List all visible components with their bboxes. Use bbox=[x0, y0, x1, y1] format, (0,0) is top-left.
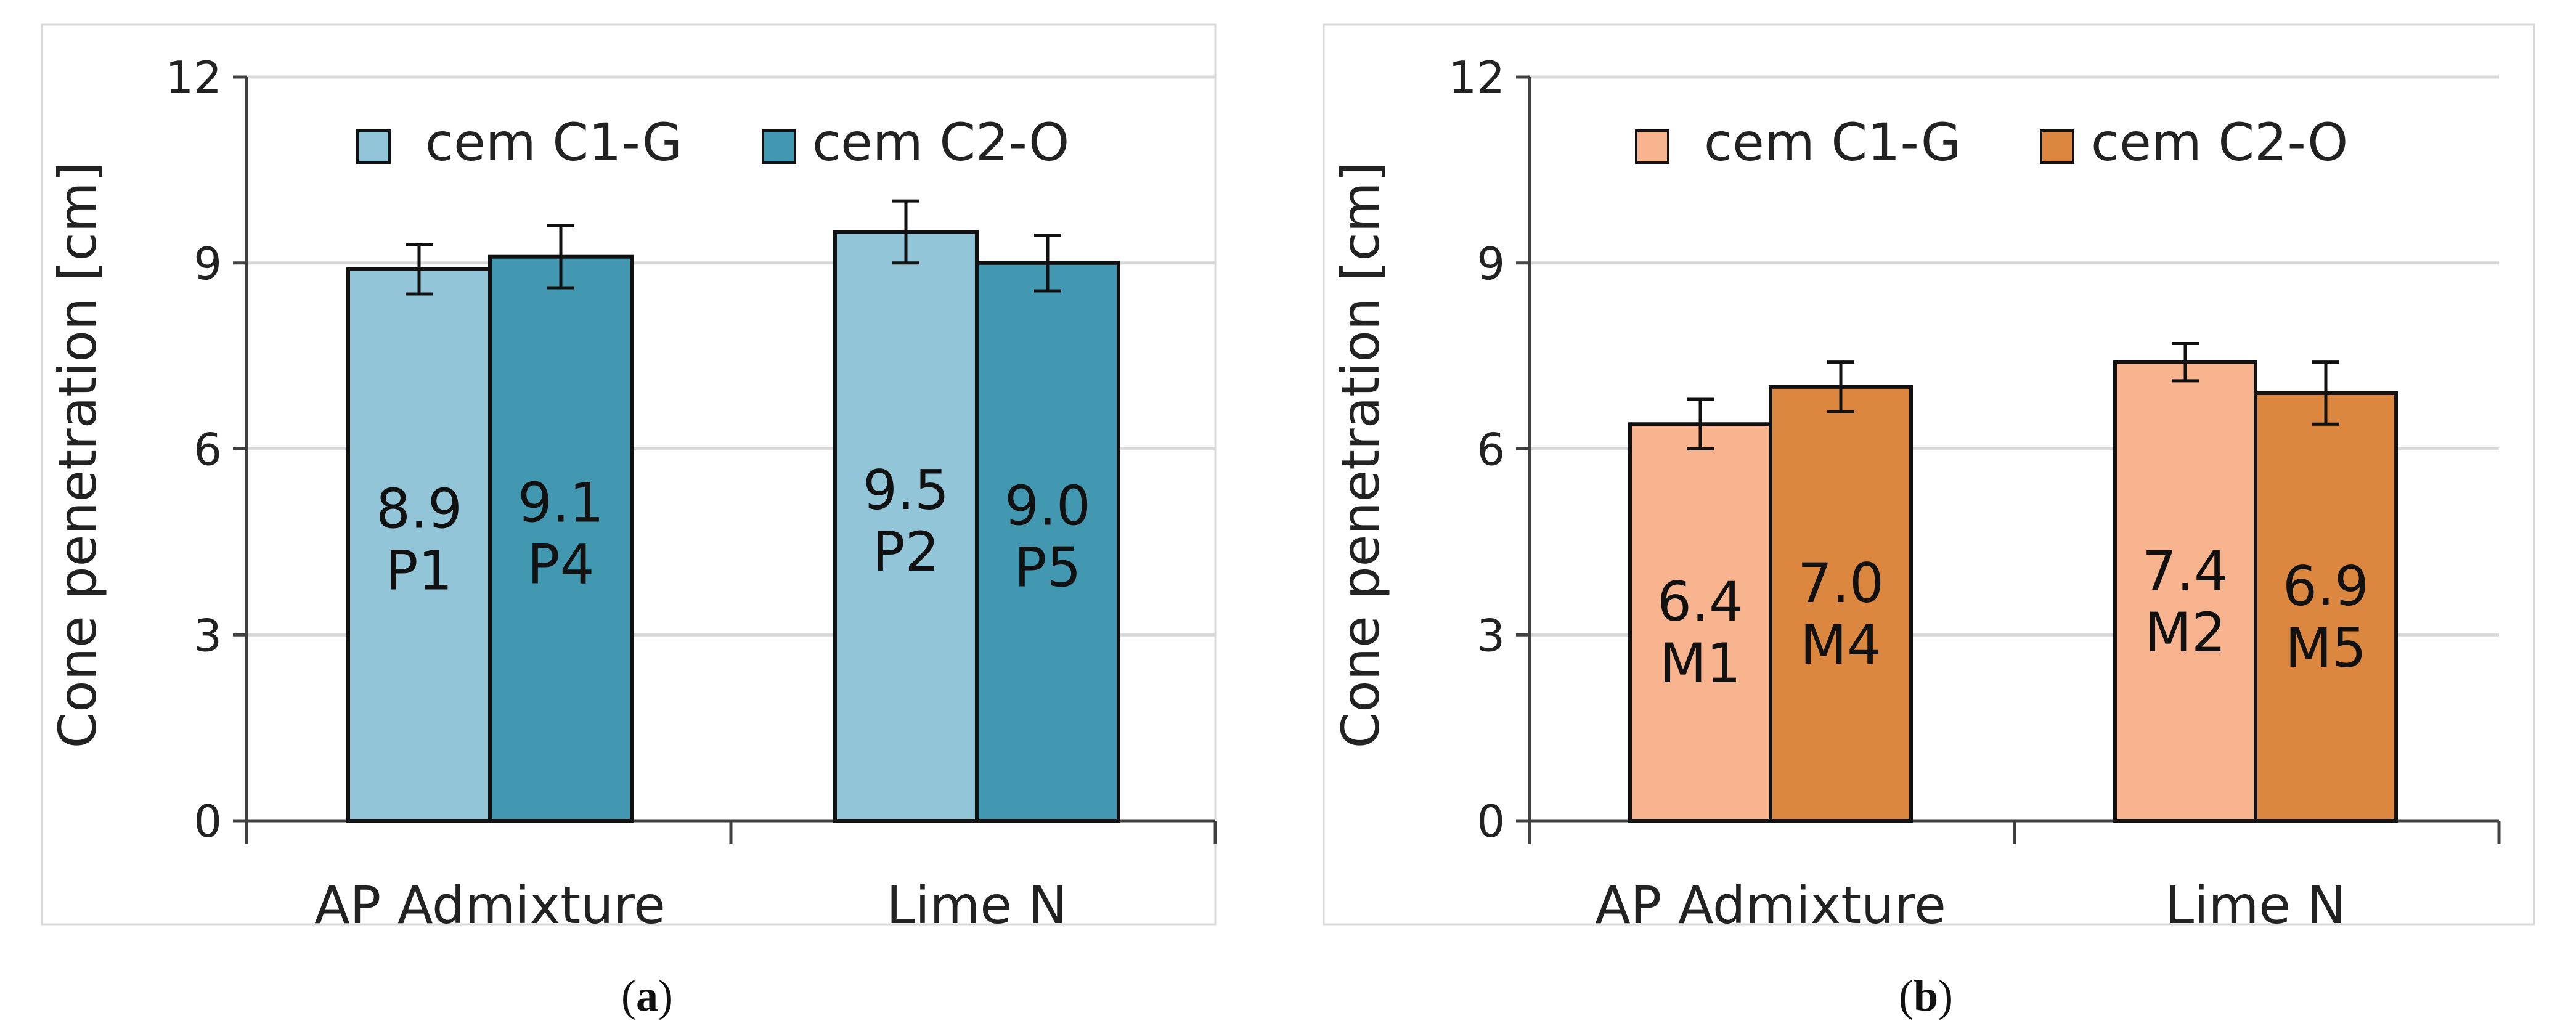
legend-label: cem C2-O bbox=[2091, 112, 2348, 173]
bar bbox=[833, 230, 979, 823]
legend-label: cem C1-G bbox=[425, 112, 682, 173]
legend-swatch bbox=[762, 129, 796, 164]
bar-code-label: P4 bbox=[527, 532, 594, 596]
bar-code-label: M5 bbox=[2285, 616, 2366, 680]
data-label: 6.4 bbox=[1657, 570, 1743, 633]
bar bbox=[1769, 385, 1913, 823]
y-tick-label: 3 bbox=[1477, 609, 1505, 661]
y-axis-label: Cone penetration [cm] bbox=[1331, 162, 1391, 749]
legend-swatch bbox=[1635, 129, 1669, 164]
data-label: 8.9 bbox=[376, 477, 462, 540]
y-tick-label: 6 bbox=[194, 424, 222, 476]
chart-panel-a: 0 3 6 9 12 Cone penetration [cm] 8.9P1 9.5P2 cem… bbox=[41, 23, 1217, 1020]
data-label: 9.1 bbox=[518, 471, 604, 534]
y-tick-label: 0 bbox=[194, 796, 222, 847]
x-category-label: AP Admixture bbox=[314, 875, 666, 935]
data-label: 6.9 bbox=[2283, 555, 2369, 618]
x-category-label: Lime N bbox=[886, 875, 1067, 935]
bar-code-label: P1 bbox=[385, 539, 452, 602]
legend-label: cem C1-G bbox=[1704, 112, 1961, 173]
data-label: 9.0 bbox=[1005, 474, 1091, 537]
chart-panel-b: 0 3 6 9 12 Cone penetration [cm] 6.4M1 7.4M2 cem… bbox=[1323, 23, 2535, 1020]
legend-label: cem C2-O bbox=[812, 112, 1069, 173]
legend-swatch bbox=[356, 129, 391, 164]
y-tick-label: 9 bbox=[1477, 238, 1505, 290]
legend-swatch bbox=[2040, 129, 2074, 164]
data-label: 7.4 bbox=[2142, 539, 2228, 603]
y-axis-label: Cone penetration [cm] bbox=[47, 162, 108, 749]
bar-code-label: M1 bbox=[1660, 632, 1741, 695]
bar-code-label: M4 bbox=[1800, 613, 1881, 677]
y-tick-label: 6 bbox=[1477, 424, 1505, 476]
y-tick-label: 12 bbox=[1448, 52, 1505, 104]
bar-code-label: P5 bbox=[1014, 535, 1081, 599]
y-tick-label: 9 bbox=[194, 238, 222, 290]
x-category-label: AP Admixture bbox=[1595, 875, 1946, 935]
panel-caption: (a) bbox=[621, 971, 673, 1020]
bar bbox=[975, 261, 1120, 823]
y-tick-label: 3 bbox=[194, 609, 222, 661]
x-category-label: Lime N bbox=[2165, 875, 2346, 935]
panel-caption: (b) bbox=[1899, 971, 1953, 1020]
bar bbox=[488, 254, 634, 823]
bar-code-label: P2 bbox=[872, 520, 939, 584]
y-tick-label: 12 bbox=[165, 52, 222, 104]
bar bbox=[1628, 422, 1772, 823]
bar-code-label: M2 bbox=[2145, 601, 2226, 664]
data-label: 9.5 bbox=[863, 458, 949, 522]
data-label: 7.0 bbox=[1798, 552, 1884, 615]
y-tick-label: 0 bbox=[1477, 796, 1505, 847]
